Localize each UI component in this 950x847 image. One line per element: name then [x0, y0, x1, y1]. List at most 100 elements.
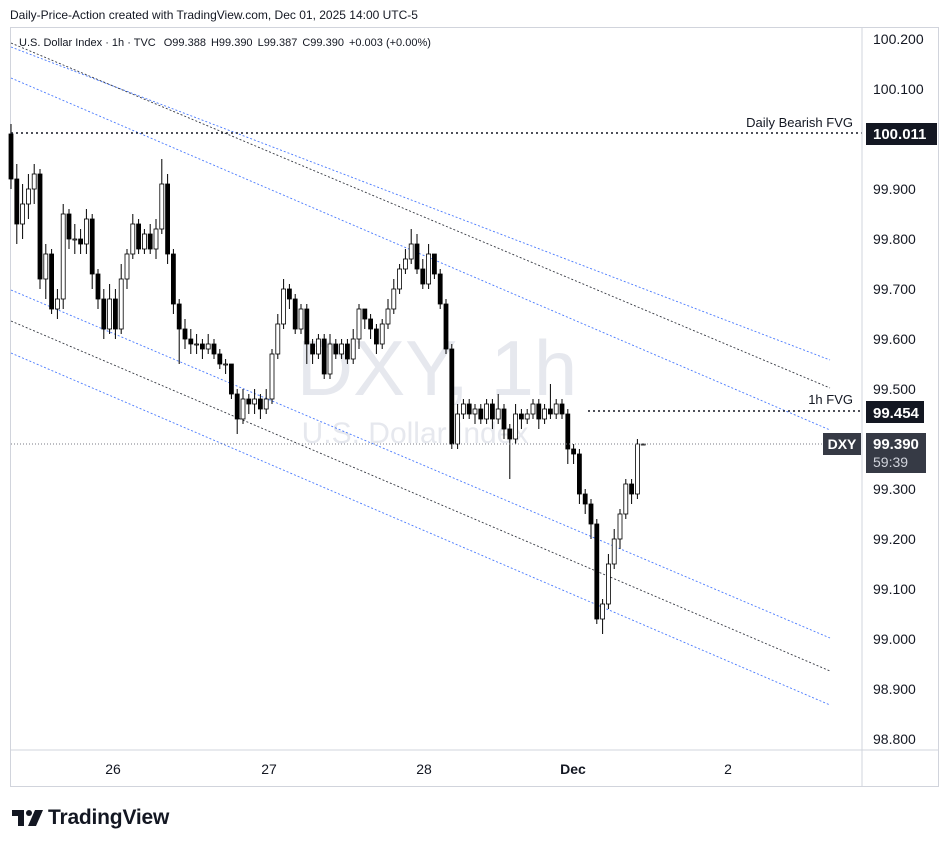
candle: [565, 409, 571, 464]
candle: [147, 224, 153, 254]
candle: [333, 339, 339, 359]
candle-body: [8, 133, 14, 180]
watermark: DXY, 1h U.S. Dollar Index: [297, 324, 577, 450]
candle-body: [373, 328, 379, 345]
candle-body: [223, 363, 229, 366]
candle: [519, 409, 524, 429]
candle: [107, 284, 112, 334]
candle: [495, 394, 501, 424]
candle: [408, 229, 414, 264]
daily-fvg-tag-value: 100.011: [873, 126, 926, 143]
candle-body: [37, 173, 43, 280]
candle-body: [350, 338, 356, 360]
candle: [466, 399, 472, 419]
candle-body: [269, 353, 275, 400]
legend[interactable]: U.S. Dollar Index · 1h · TVC O99.388 H99.3…: [19, 37, 431, 49]
candle: [153, 219, 159, 259]
price-tick-label: 98.800: [873, 731, 916, 747]
candle: [141, 229, 147, 254]
candle-body: [466, 403, 472, 415]
candle-body: [577, 453, 582, 495]
legend-line: U.S. Dollar Index · 1h · TVC O99.388 H99.3…: [19, 37, 431, 49]
candle: [217, 349, 223, 369]
candle: [472, 404, 478, 424]
candle: [281, 279, 287, 329]
candle: [431, 253, 437, 279]
candle-body: [147, 233, 153, 250]
candle: [489, 399, 495, 429]
candle-body: [408, 243, 414, 260]
price-tick-label: 99.300: [873, 481, 916, 497]
candle-body: [275, 323, 281, 355]
candle: [524, 409, 530, 424]
candle: [443, 299, 449, 354]
symbol-tag-label: DXY: [828, 436, 857, 452]
candle-body: [501, 408, 507, 430]
candle-body: [344, 343, 350, 360]
candle: [420, 259, 426, 289]
legend-open: 99.388: [172, 37, 206, 49]
chart-frame[interactable]: [10, 27, 939, 787]
candle: [136, 219, 142, 254]
last-price-tag: [866, 433, 926, 473]
candle-body: [141, 233, 147, 250]
candle-body: [507, 428, 513, 440]
candle: [240, 389, 246, 424]
candle-body: [542, 408, 547, 420]
candle-body: [176, 303, 182, 330]
candle-body: [281, 288, 287, 325]
legend-c-label: C: [302, 37, 310, 49]
tradingview-logo[interactable]: TradingView: [12, 806, 169, 830]
time-axis[interactable]: 26 27 28 Dec 2: [105, 761, 732, 777]
candle-body: [95, 273, 101, 300]
candle-body: [136, 223, 142, 250]
candle: [577, 449, 582, 504]
candle-body: [629, 483, 634, 495]
price-axis[interactable]: 100.200 100.100 99.900 99.800 99.700 99.600 99…: [873, 31, 924, 747]
candle-body: [524, 413, 530, 420]
legend-symbol: U.S. Dollar Index · 1h · TVC: [19, 37, 156, 49]
price-tick-label: 99.600: [873, 331, 916, 347]
price-chart[interactable]: DXY, 1h U.S. Dollar Index Daily Bearish …: [0, 0, 950, 800]
candle: [426, 244, 432, 289]
candle-body: [20, 203, 26, 225]
candle: [84, 209, 89, 254]
channel-top-band: [10, 46, 831, 361]
candle: [66, 209, 72, 249]
candle-body: [600, 603, 605, 620]
hourly-fvg-tag-value: 99.454: [873, 405, 920, 422]
chart-caption: Daily-Price-Action created with TradingV…: [10, 8, 418, 22]
candle-body: [594, 523, 600, 620]
candle: [321, 334, 327, 379]
candle-body: [246, 398, 252, 405]
candle: [159, 159, 165, 234]
candle-body: [14, 178, 20, 225]
candle: [542, 404, 547, 424]
candle-body: [548, 408, 553, 415]
candle: [78, 229, 83, 254]
candle: [223, 359, 229, 374]
candle: [205, 334, 211, 354]
symbol-tag: [823, 433, 861, 455]
candle-body: [431, 253, 437, 275]
candle: [55, 289, 60, 319]
candle: [298, 304, 304, 334]
daily-fvg-label: Daily Bearish FVG: [746, 115, 853, 130]
candle-body: [321, 338, 327, 375]
price-tick-label: 99.900: [873, 181, 916, 197]
candle-body: [130, 223, 136, 255]
candle-body: [182, 328, 188, 340]
candle-body: [617, 513, 623, 540]
price-tick-label: 99.000: [873, 631, 916, 647]
hourly-fvg-tag: [866, 401, 924, 423]
candle-body: [234, 393, 240, 420]
tradingview-logo-icon: [12, 810, 43, 826]
candle: [118, 264, 124, 334]
candle: [460, 399, 466, 419]
legend-low: 99.387: [264, 37, 298, 49]
candle: [25, 174, 31, 219]
candle-body: [78, 238, 83, 245]
candle: [188, 329, 194, 354]
legend-l-label: L: [258, 37, 264, 49]
candle-body: [72, 238, 78, 241]
